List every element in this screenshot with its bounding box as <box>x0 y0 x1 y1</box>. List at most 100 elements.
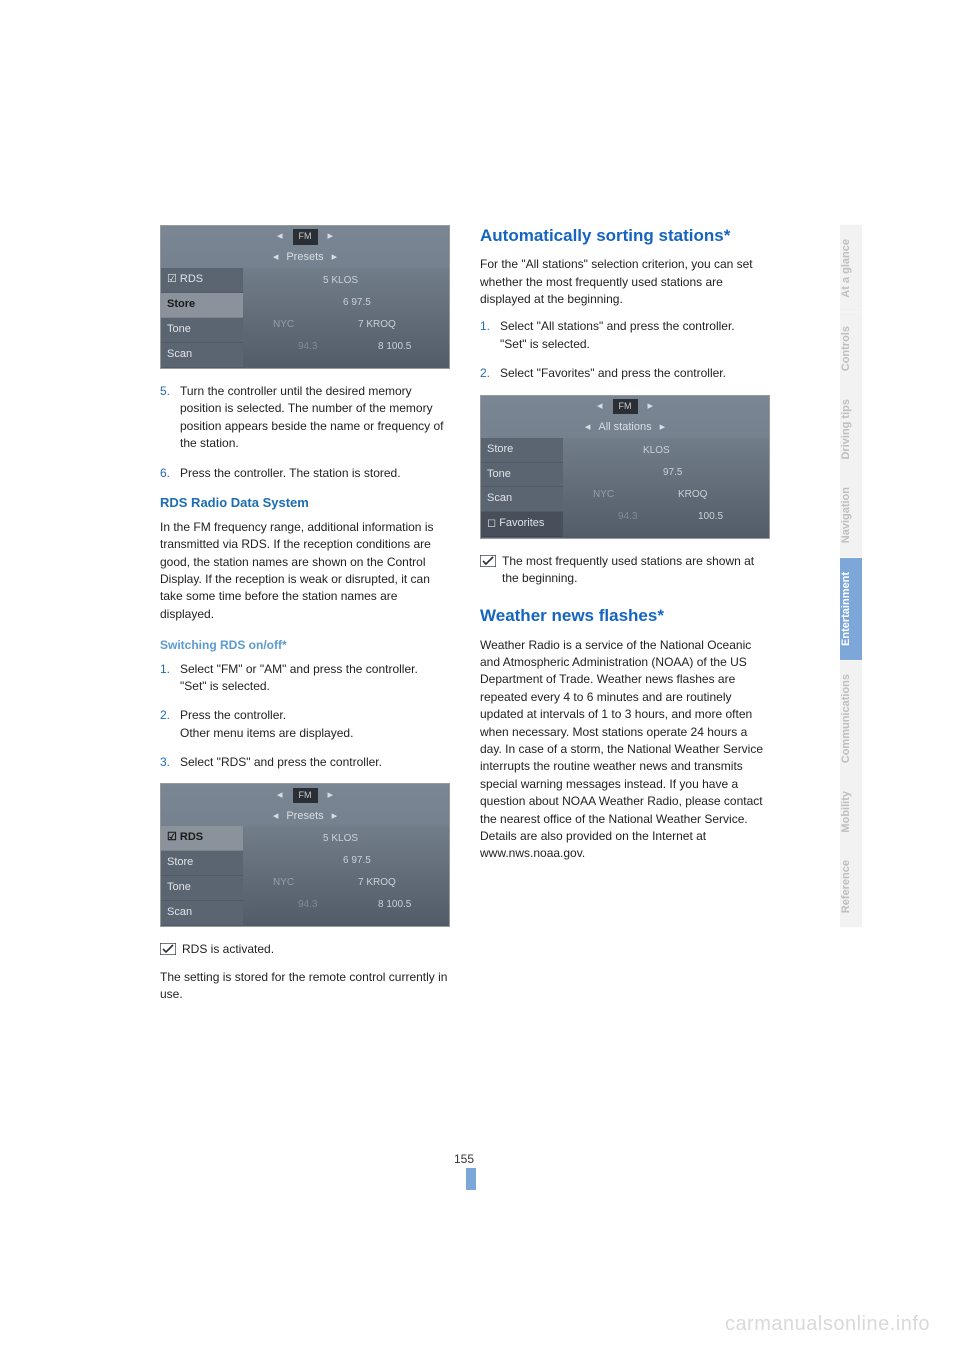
step-text: Select "FM" or "AM" and press the contro… <box>180 661 450 696</box>
ss-stations: 5 KLOS 6 97.5 7 KROQ 8 100.5 NYC 94.3 <box>243 268 449 368</box>
menu-item-tone: Tone <box>161 876 243 901</box>
station-faded: 94.3 <box>298 340 317 355</box>
heading-switch-rds: Switching RDS on/off* <box>160 637 450 654</box>
menu-item-scan: Scan <box>161 343 243 368</box>
station: 8 100.5 <box>378 898 411 913</box>
chevron-left-icon: ◂ <box>277 229 283 245</box>
steps-switch-rds: 1. Select "FM" or "AM" and press the con… <box>160 661 450 772</box>
chevron-left-icon: ◂ <box>597 399 603 415</box>
band-label: FM <box>293 229 318 244</box>
list-item: 1. Select "All stations" and press the c… <box>480 318 770 353</box>
radio-screenshot-favorites: ◂ FM ▸ ◂ All stations ▸ Store Tone Scan … <box>480 395 770 539</box>
list-item: 5. Turn the controller until the desired… <box>160 383 450 453</box>
step-text: Turn the controller until the desired me… <box>180 383 450 453</box>
ss-stations: 5 KLOS 6 97.5 7 KROQ 8 100.5 NYC 94.3 <box>243 826 449 926</box>
menu-item-store: Store <box>161 293 243 318</box>
station-faded: NYC <box>273 876 294 891</box>
page-content: ◂ FM ▸ ◂ Presets ▸ ☑ RDS Store Tone Scan… <box>160 225 780 1014</box>
station: 5 KLOS <box>323 832 358 847</box>
ss-body: ☑ RDS Store Tone Scan 5 KLOS 6 97.5 7 KR… <box>161 268 449 368</box>
submenu-label: All stations <box>598 420 651 436</box>
rds-body: In the FM frequency range, additional in… <box>160 519 450 623</box>
menu-item-scan: Scan <box>161 901 243 926</box>
list-item: 1. Select "FM" or "AM" and press the con… <box>160 661 450 696</box>
note-text: The most frequently used stations are sh… <box>502 553 770 588</box>
chevron-left-icon: ◂ <box>585 420 591 436</box>
ss-submenu: ◂ Presets ▸ <box>161 248 449 268</box>
station: 5 KLOS <box>323 274 358 289</box>
band-label: FM <box>613 399 638 414</box>
heading-weather: Weather news flashes* <box>480 605 770 626</box>
step-text: Select "Favorites" and press the control… <box>500 365 770 382</box>
chevron-right-icon: ▸ <box>332 250 338 266</box>
list-item: 3. Select "RDS" and press the controller… <box>160 754 450 771</box>
menu-item-store: Store <box>481 438 563 463</box>
menu-item-rds: ☑ RDS <box>161 268 243 293</box>
rds-activated-note: RDS is activated. <box>160 941 450 958</box>
ss-stations: KLOS 97.5 KROQ 100.5 NYC 94.3 <box>563 438 769 538</box>
freq-stations-note: The most frequently used stations are sh… <box>480 553 770 588</box>
watermark: carmanualsonline.info <box>725 1313 930 1336</box>
station: 7 KROQ <box>358 876 396 891</box>
menu-item-tone: Tone <box>481 463 563 488</box>
tab-reference[interactable]: Reference <box>840 846 862 927</box>
tab-entertainment[interactable]: Entertainment <box>840 558 862 660</box>
steps-auto-sort: 1. Select "All stations" and press the c… <box>480 318 770 382</box>
station: 6 97.5 <box>343 296 371 311</box>
page-number: 155 <box>454 1152 474 1166</box>
step-text: Press the controller. The station is sto… <box>180 465 450 482</box>
radio-screenshot-presets: ◂ FM ▸ ◂ Presets ▸ ☑ RDS Store Tone Scan… <box>160 225 450 369</box>
ss-topbar: ◂ FM ▸ <box>481 396 769 418</box>
tab-navigation[interactable]: Navigation <box>840 473 862 557</box>
ss-submenu: ◂ Presets ▸ <box>161 806 449 826</box>
station: 8 100.5 <box>378 340 411 355</box>
chevron-right-icon: ▸ <box>648 399 654 415</box>
ss-body: Store Tone Scan ◻ Favorites KLOS 97.5 KR… <box>481 438 769 538</box>
tab-mobility[interactable]: Mobility <box>840 777 862 847</box>
chevron-right-icon: ▸ <box>332 809 338 825</box>
heading-rds: RDS Radio Data System <box>160 494 450 513</box>
tab-communications[interactable]: Communications <box>840 660 862 777</box>
chevron-left-icon: ◂ <box>273 250 279 266</box>
station-faded: NYC <box>593 488 614 503</box>
step-number: 1. <box>480 318 500 353</box>
station: 100.5 <box>698 510 723 525</box>
step-text: Press the controller. Other menu items a… <box>180 707 450 742</box>
station: 6 97.5 <box>343 854 371 869</box>
chevron-left-icon: ◂ <box>277 788 283 804</box>
menu-item-store: Store <box>161 851 243 876</box>
step-text: Select "RDS" and press the controller. <box>180 754 450 771</box>
step-number: 1. <box>160 661 180 696</box>
station: KLOS <box>643 444 670 459</box>
chevron-left-icon: ◂ <box>273 809 279 825</box>
tab-controls[interactable]: Controls <box>840 312 862 385</box>
menu-item-tone: Tone <box>161 318 243 343</box>
right-column: Automatically sorting stations* For the … <box>480 225 770 1014</box>
note-text: RDS is activated. <box>182 941 274 958</box>
band-label: FM <box>293 788 318 803</box>
auto-sort-body: For the "All stations" selection criteri… <box>480 256 770 308</box>
check-icon <box>160 943 176 955</box>
menu-item-rds: ☑ RDS <box>161 826 243 851</box>
step-number: 2. <box>160 707 180 742</box>
step-number: 3. <box>160 754 180 771</box>
station-faded: 94.3 <box>298 898 317 913</box>
step-number: 2. <box>480 365 500 382</box>
section-tabs: At a glance Controls Driving tips Naviga… <box>840 225 862 928</box>
station: 7 KROQ <box>358 318 396 333</box>
ss-topbar: ◂ FM ▸ <box>161 784 449 806</box>
step-number: 5. <box>160 383 180 453</box>
chevron-right-icon: ▸ <box>660 420 666 436</box>
steps-store-station: 5. Turn the controller until the desired… <box>160 383 450 482</box>
step-number: 6. <box>160 465 180 482</box>
station-faded: 94.3 <box>618 510 637 525</box>
chevron-right-icon: ▸ <box>328 788 334 804</box>
tab-driving-tips[interactable]: Driving tips <box>840 385 862 474</box>
ss-left-menu: ☑ RDS Store Tone Scan <box>161 268 243 368</box>
ss-body: ☑ RDS Store Tone Scan 5 KLOS 6 97.5 7 KR… <box>161 826 449 926</box>
left-column: ◂ FM ▸ ◂ Presets ▸ ☑ RDS Store Tone Scan… <box>160 225 450 1014</box>
ss-left-menu: Store Tone Scan ◻ Favorites <box>481 438 563 538</box>
menu-item-favorites: ◻ Favorites <box>481 512 563 537</box>
radio-screenshot-rds: ◂ FM ▸ ◂ Presets ▸ ☑ RDS Store Tone Scan… <box>160 783 450 927</box>
tab-at-a-glance[interactable]: At a glance <box>840 225 862 312</box>
